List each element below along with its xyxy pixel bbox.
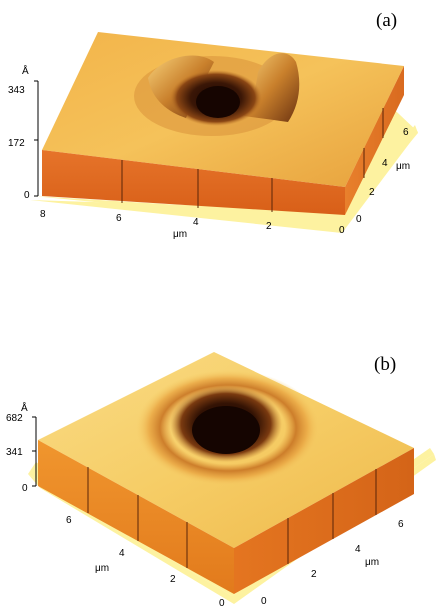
right-tick-b-2: 2 <box>311 569 317 580</box>
crater-core-a <box>196 86 240 118</box>
z-unit-b: Å <box>21 401 28 414</box>
front-tick-a-0: 0 <box>339 225 345 236</box>
base-plate-b-floor <box>28 454 436 604</box>
right-tick-b-0: 0 <box>261 596 267 607</box>
side-face-b <box>234 448 414 594</box>
z-axis-b <box>32 416 37 487</box>
z-tick-a-343: 343 <box>8 85 25 96</box>
z-tick-b-0: 0 <box>22 483 28 494</box>
side-tick-a-6: 6 <box>403 127 409 138</box>
left-tick-b-4: 4 <box>119 548 125 559</box>
z-unit-a: Å <box>22 64 29 77</box>
front-tick-a-8: 8 <box>40 209 46 220</box>
panel-a: Å 343 172 0 8 6 4 2 0 μm 6 4 μm 2 0 (a) <box>8 10 418 240</box>
right-tick-b-6: 6 <box>398 519 404 530</box>
z-tick-a-0: 0 <box>24 190 30 201</box>
left-tick-b-2: 2 <box>170 574 176 585</box>
side-tick-a-0: 0 <box>356 214 362 225</box>
side-tick-a-2: 2 <box>369 187 375 198</box>
panel-label-a: (a) <box>376 10 397 31</box>
side-unit-b: μm <box>365 557 379 568</box>
front-grid-b <box>87 467 188 568</box>
z-tick-b-341: 341 <box>6 447 23 458</box>
front-face-b <box>38 440 234 594</box>
side-grid-b <box>287 469 377 564</box>
right-tick-b-4: 4 <box>355 544 361 555</box>
side-tick-a-4: 4 <box>382 158 388 169</box>
crater-core-b <box>192 406 260 454</box>
side-unit-a: μm <box>396 161 410 172</box>
z-tick-b-682: 682 <box>6 413 23 424</box>
z-axis-a <box>34 80 39 197</box>
front-tick-a-4: 4 <box>193 217 199 228</box>
front-unit-b: μm <box>95 563 109 574</box>
panel-label-b: (b) <box>374 354 396 375</box>
side-face-a <box>345 66 404 215</box>
front-face-a <box>42 150 345 215</box>
panel-b: Å 682 341 0 6 μm 4 2 0 0 2 4 μm 6 (b) <box>6 352 436 608</box>
left-tick-b-0: 0 <box>219 598 225 608</box>
front-grid-a <box>121 160 273 212</box>
z-tick-a-172: 172 <box>8 138 25 149</box>
front-tick-a-6: 6 <box>116 213 122 224</box>
front-unit-a: μm <box>173 229 187 240</box>
front-tick-a-2: 2 <box>266 221 272 232</box>
left-tick-b-6: 6 <box>66 515 72 526</box>
side-grid-a <box>363 108 384 178</box>
